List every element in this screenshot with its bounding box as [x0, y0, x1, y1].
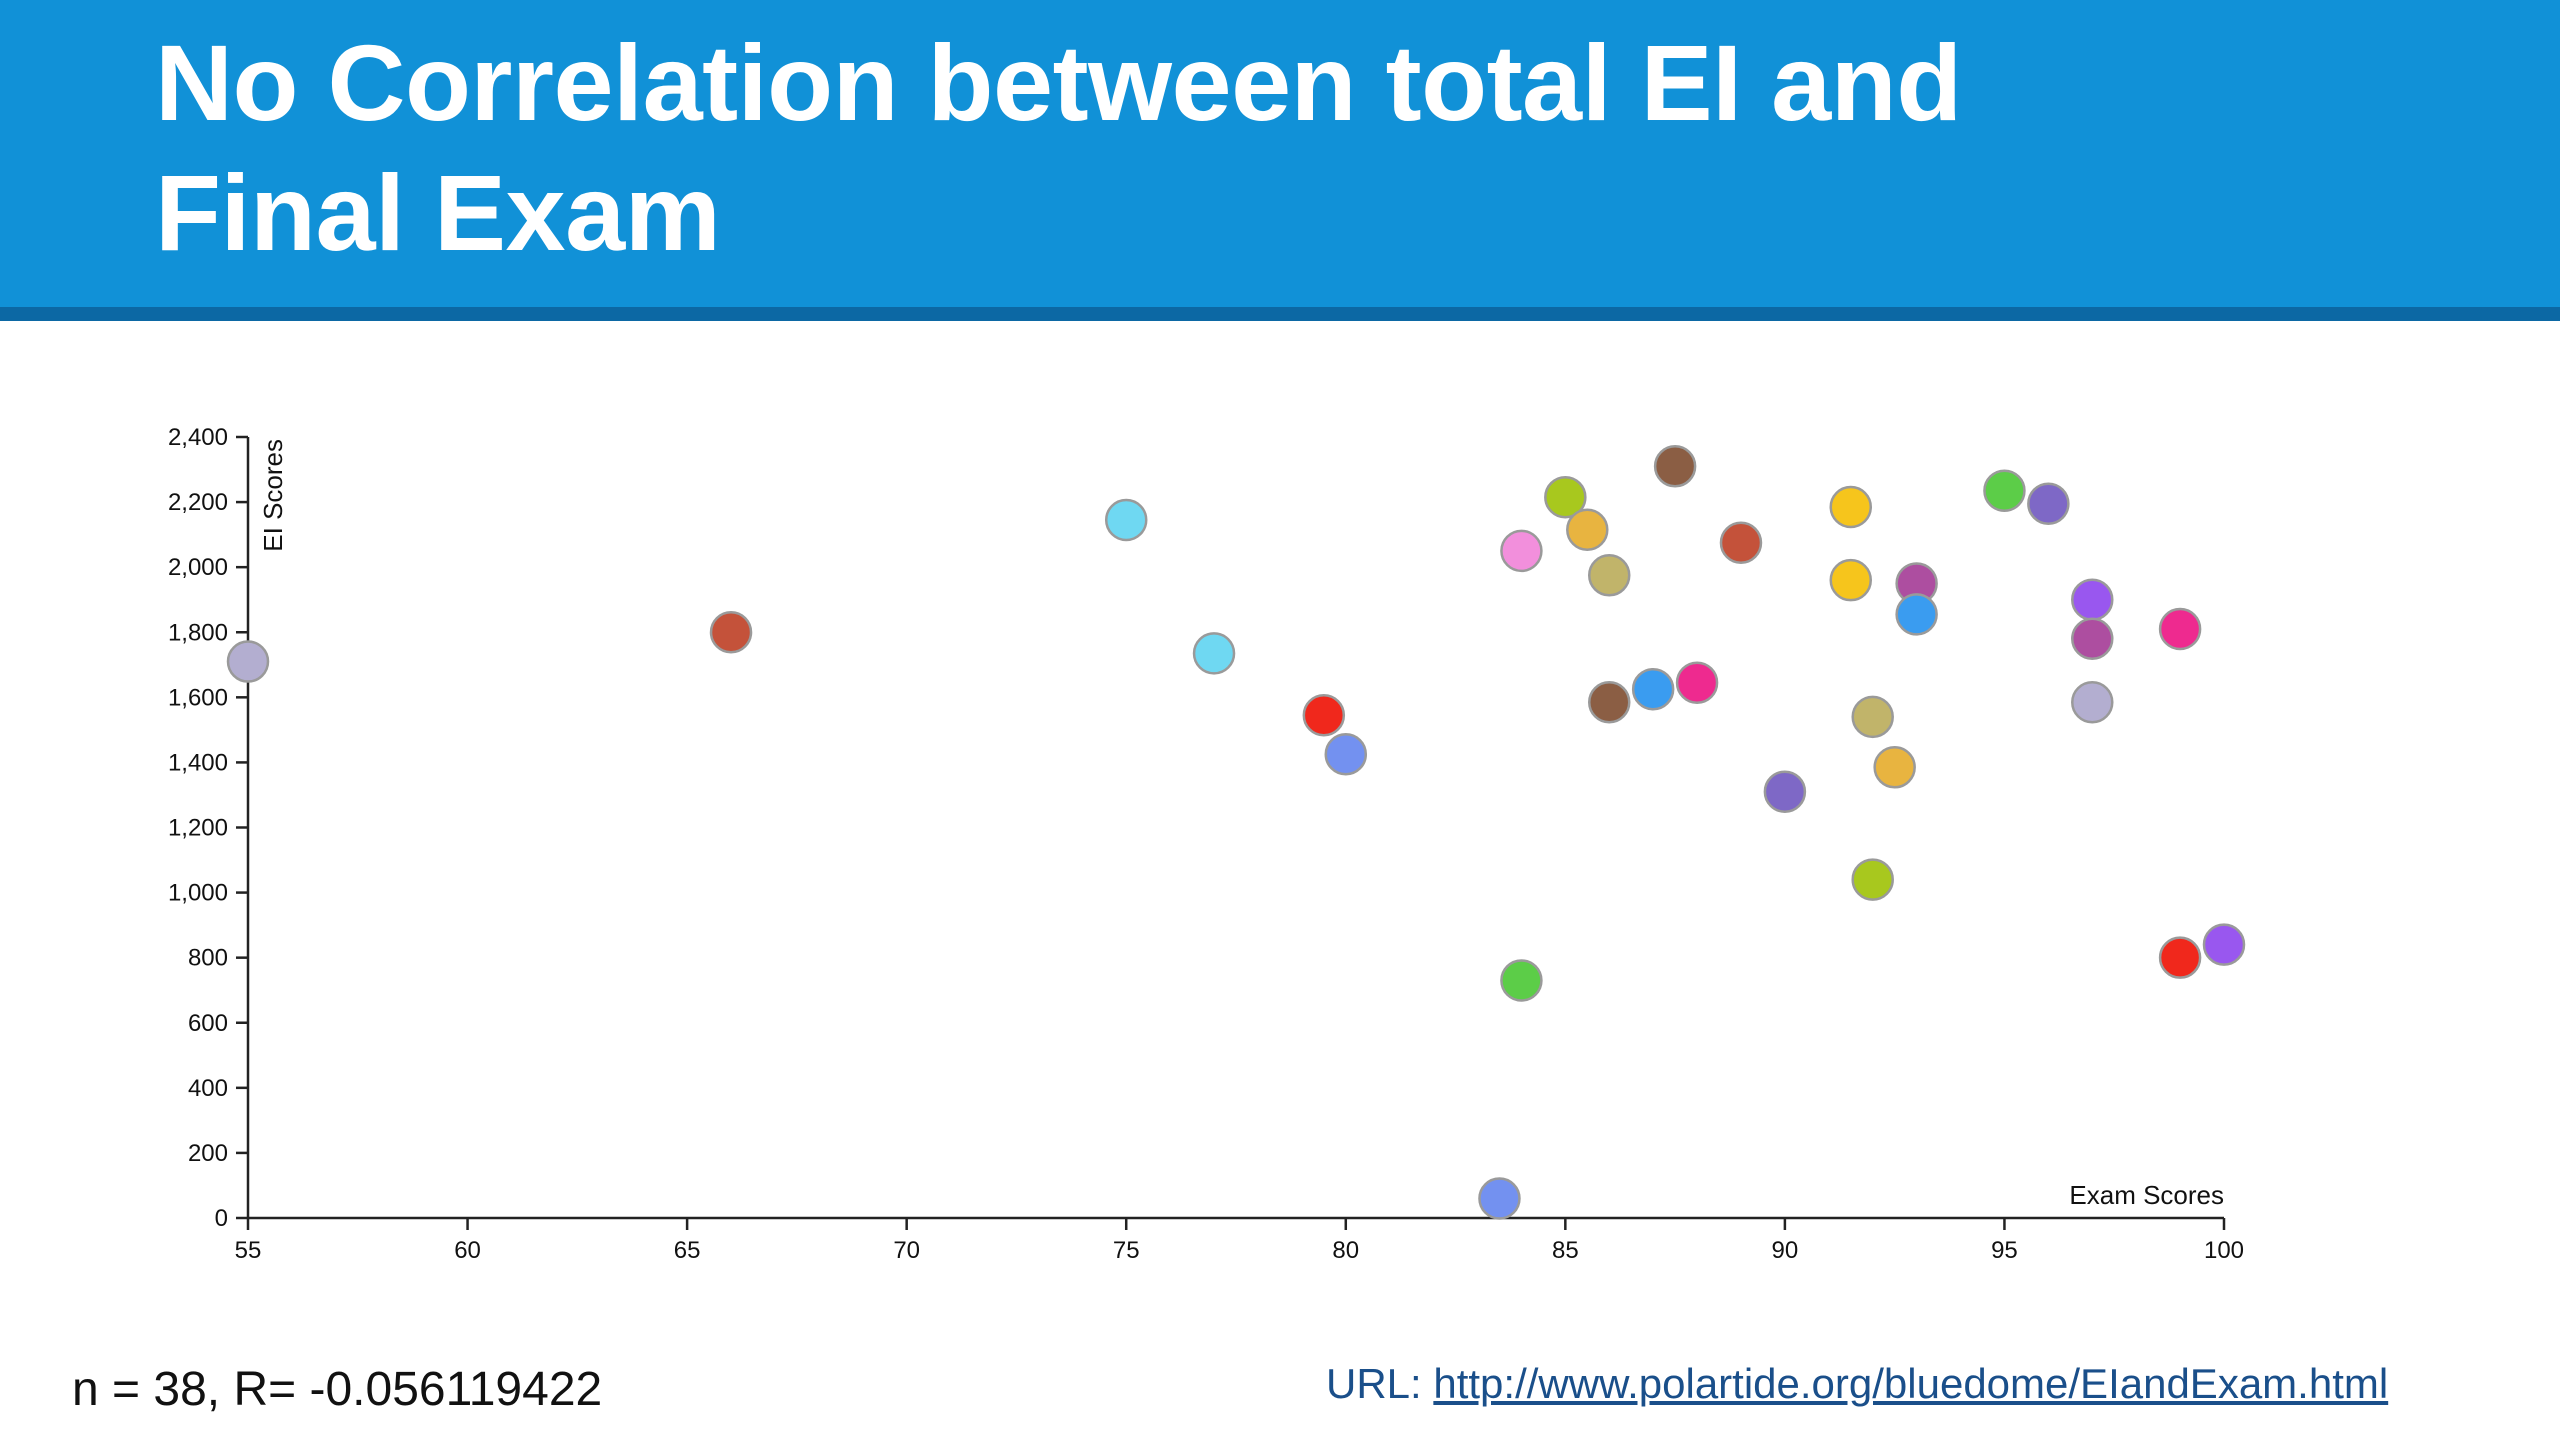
- data-point: [1851, 695, 1894, 739]
- data-point: [2202, 923, 2246, 966]
- data-point: [2158, 936, 2202, 979]
- data-point: [226, 640, 270, 683]
- title-banner: [0, 0, 2560, 307]
- data-point: [2158, 607, 2202, 651]
- data-point: [1829, 558, 1873, 602]
- slide-title-line-2: Final Exam: [155, 152, 721, 273]
- data-point: [1873, 746, 1916, 789]
- slide-title-line-1: No Correlation between total EI and: [155, 22, 1962, 143]
- data-point: [709, 611, 753, 654]
- x-tick-label: 70: [893, 1237, 920, 1264]
- data-point: [2071, 617, 2114, 661]
- data-point: [1104, 498, 1148, 542]
- x-tick-label: 95: [1991, 1237, 2018, 1264]
- y-tick-label: 400: [188, 1075, 228, 1102]
- data-point: [1719, 521, 1763, 565]
- data-point: [1478, 1177, 1521, 1220]
- data-point: [1566, 508, 1609, 551]
- x-tick-label: 100: [2204, 1237, 2244, 1264]
- y-tick-label: 1,600: [168, 684, 228, 711]
- data-point: [1192, 632, 1236, 675]
- data-point: [1587, 680, 1631, 724]
- data-point: [1983, 469, 2026, 512]
- title-banner-rule: [0, 307, 2560, 321]
- y-tick-label: 2,000: [168, 554, 228, 581]
- x-tick-label: 75: [1113, 1237, 1140, 1264]
- x-tick-label: 90: [1772, 1237, 1799, 1264]
- y-tick-label: 2,200: [168, 489, 228, 516]
- y-tick-label: 1,400: [168, 749, 228, 776]
- x-tick-label: 60: [454, 1237, 481, 1264]
- y-tick-label: 0: [215, 1205, 228, 1232]
- y-tick-label: 600: [188, 1010, 228, 1037]
- y-tick-label: 2,400: [168, 424, 228, 451]
- x-tick-label: 55: [235, 1237, 262, 1264]
- slide-title: No Correlation between total EI and Fina…: [155, 18, 2355, 278]
- correlation-stats: n = 38, R= -0.056119422: [72, 1363, 603, 1416]
- y-tick-label: 200: [188, 1140, 228, 1167]
- data-point: [2027, 482, 2070, 525]
- data-point: [1544, 475, 1587, 519]
- y-tick-label: 800: [188, 945, 228, 972]
- y-tick-label: 1,800: [168, 619, 228, 646]
- x-axis-title: Exam Scores: [2069, 1180, 2224, 1210]
- y-tick-label: 1,200: [168, 815, 228, 842]
- source-url-label: URL:: [1326, 1360, 1434, 1407]
- data-point: [1302, 693, 1346, 737]
- x-tick-label: 85: [1552, 1237, 1579, 1264]
- y-axis-title: EI Scores: [258, 439, 288, 552]
- data-point: [1763, 770, 1807, 813]
- y-tick-label: 1,000: [168, 880, 228, 907]
- data-point: [1675, 661, 1719, 704]
- data-point: [1324, 733, 1368, 776]
- source-url-link[interactable]: http://www.polartide.org/bluedome/EIandE…: [1433, 1360, 2389, 1407]
- data-point: [2071, 578, 2114, 621]
- data-point: [1500, 959, 1543, 1002]
- source-url: URL: http://www.polartide.org/bluedome/E…: [1326, 1360, 2388, 1408]
- x-tick-label: 65: [674, 1237, 701, 1264]
- data-point: [1895, 593, 1938, 636]
- data-point: [1587, 554, 1631, 597]
- x-tick-label: 80: [1332, 1237, 1359, 1264]
- data-point: [1500, 529, 1543, 573]
- data-point: [2071, 680, 2114, 724]
- data-point: [1631, 667, 1675, 711]
- data-point: [1829, 485, 1873, 529]
- data-point: [1653, 445, 1697, 488]
- data-point: [1851, 858, 1894, 901]
